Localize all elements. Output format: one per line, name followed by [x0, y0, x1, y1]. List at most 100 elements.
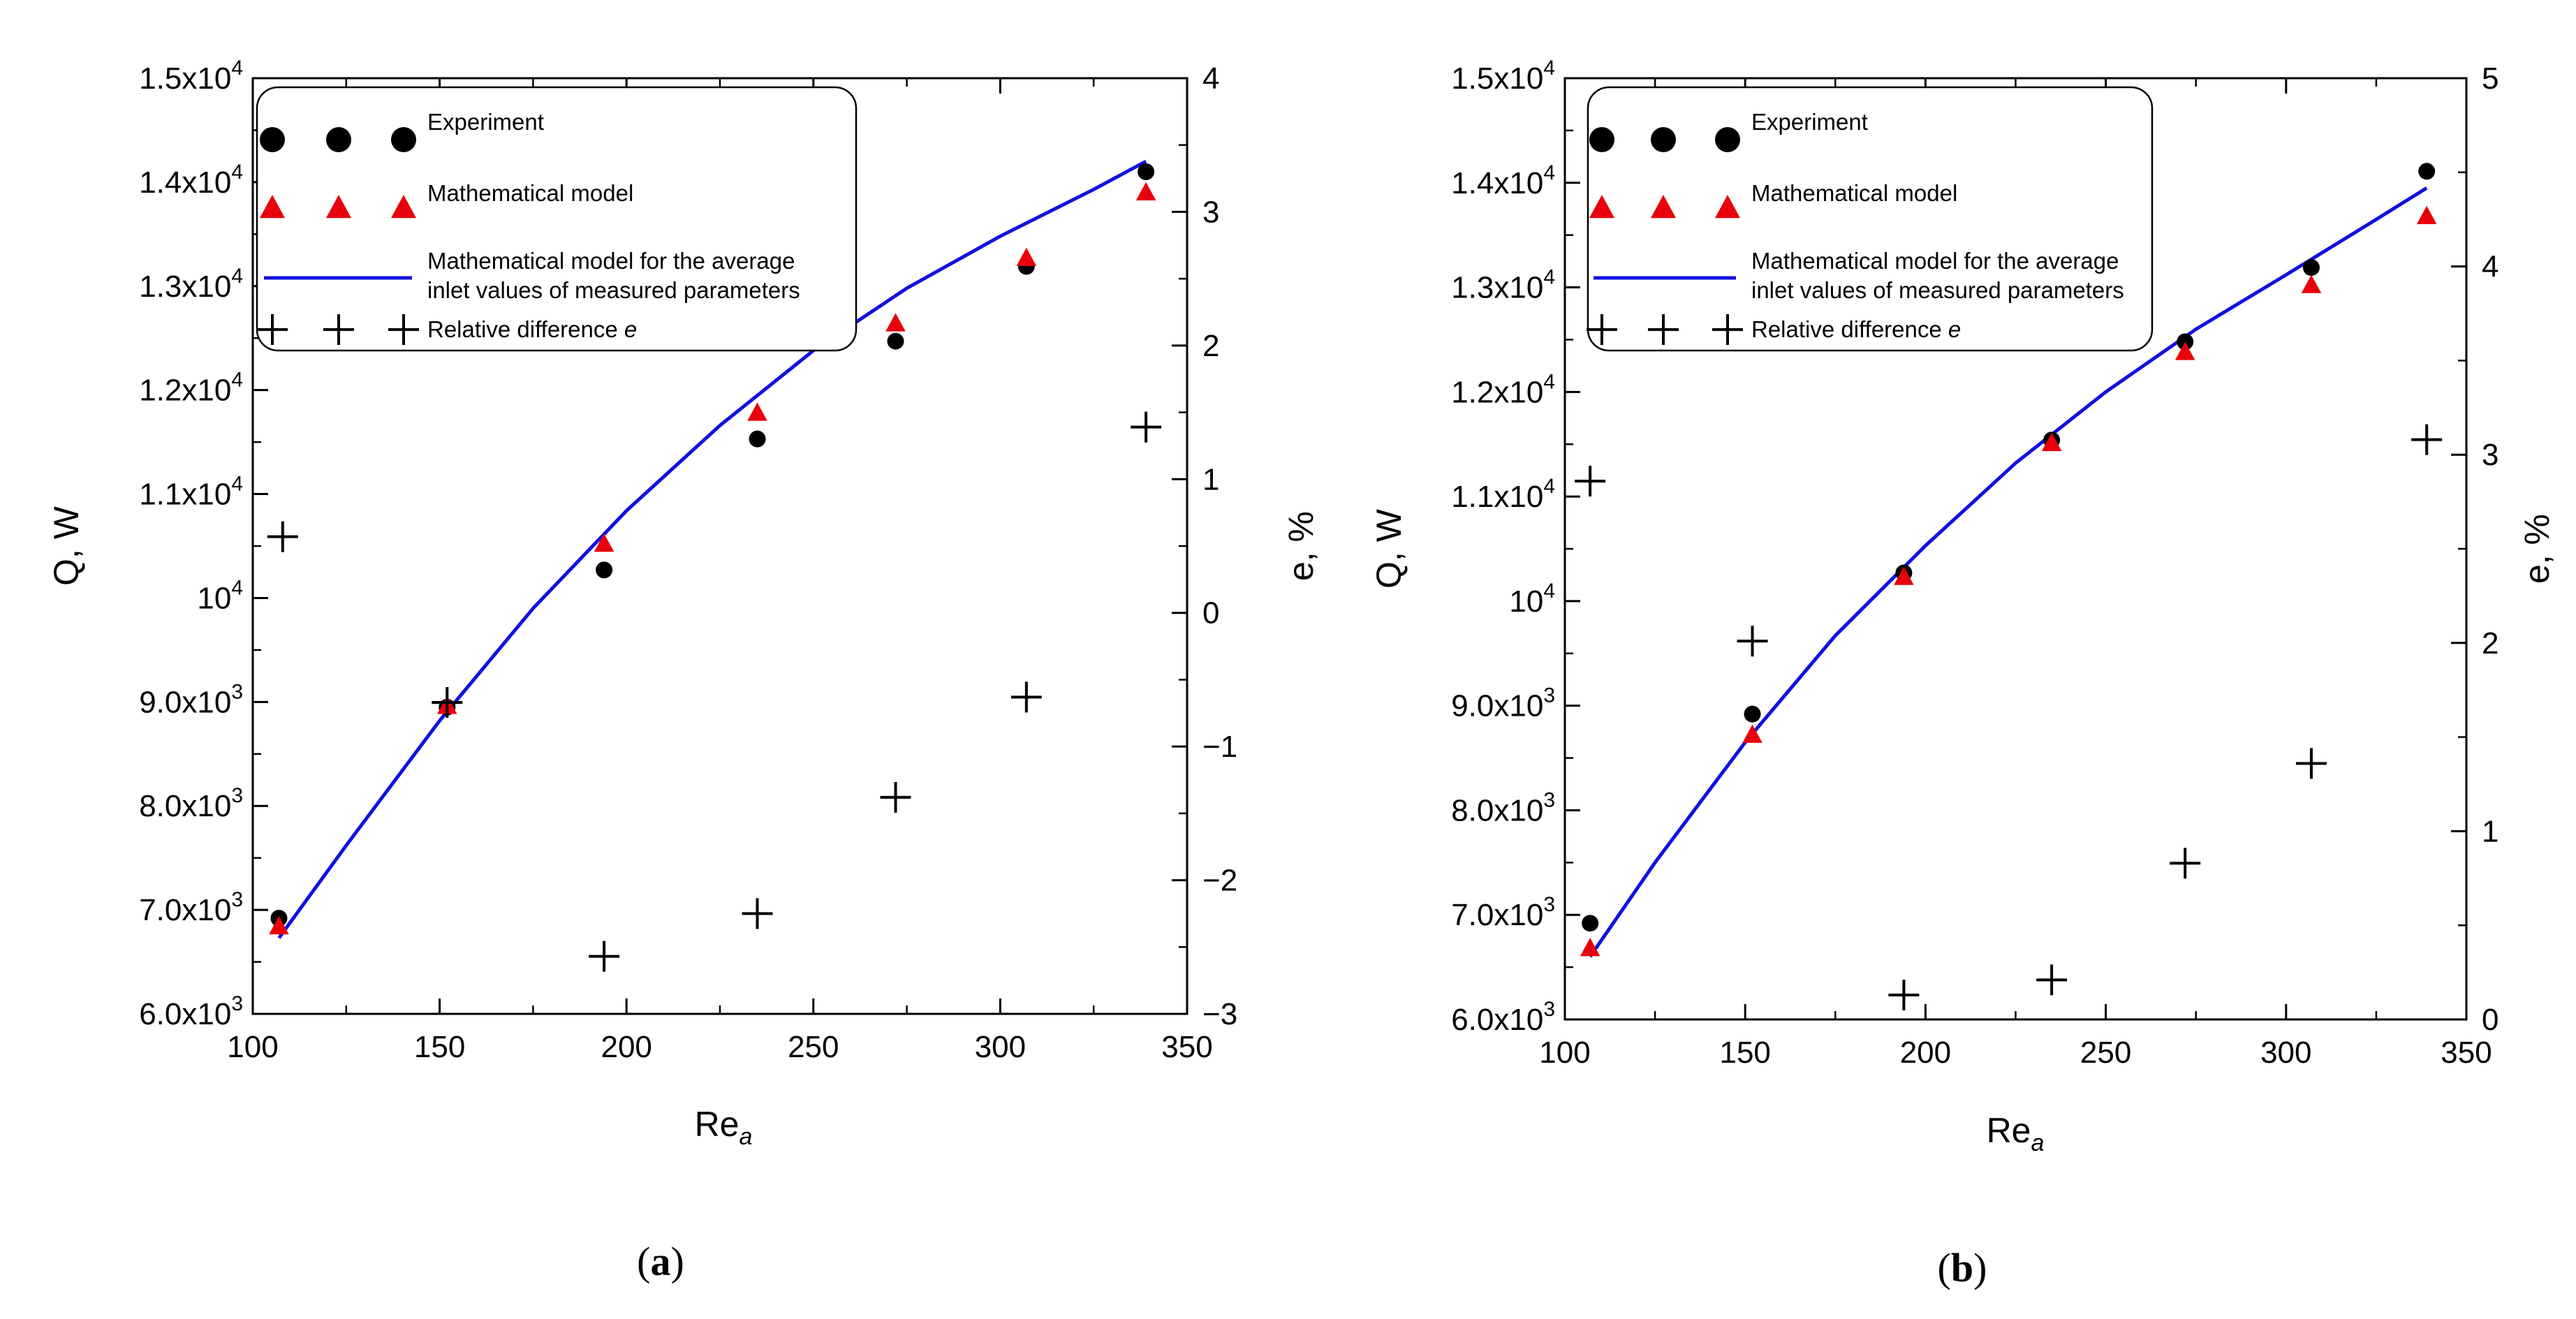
- y2-tick-label: 0: [2482, 1003, 2498, 1037]
- y-tick-label: 1.2x104: [1451, 370, 1555, 409]
- y2-tick-label: 3: [1202, 195, 1219, 229]
- legend-symbol-relative-difference: [1648, 314, 1679, 345]
- legend-symbol-experiment: [1589, 127, 1614, 152]
- relative-difference-point: [432, 686, 463, 718]
- y-tick-label: 1.3x104: [1451, 266, 1555, 305]
- legend-symbol-model: [390, 195, 417, 219]
- legend-label-experiment: Experiment: [1751, 109, 1868, 135]
- relative-difference-point: [2295, 748, 2327, 779]
- y-tick-label: 6.0x103: [139, 992, 243, 1031]
- legend-symbol-experiment: [260, 127, 285, 152]
- legend-label-model: Mathematical model: [1751, 180, 1957, 206]
- x-tick-label: 100: [227, 1030, 278, 1064]
- legend-symbol-experiment: [391, 127, 416, 152]
- x-tick-label: 150: [1719, 1036, 1770, 1070]
- relative-difference-point: [589, 941, 620, 972]
- model-point: [1894, 566, 1914, 585]
- relative-difference-point: [880, 781, 911, 813]
- x-tick-label: 150: [414, 1030, 465, 1064]
- x-tick-label: 300: [2260, 1036, 2311, 1070]
- y2-tick-label: 1: [2482, 814, 2498, 848]
- x-tick-label: 300: [975, 1030, 1026, 1064]
- y2-tick-label: 4: [2482, 250, 2498, 284]
- legend-symbol-experiment: [1651, 127, 1676, 152]
- legend-label-relative-difference: Relative difference e: [427, 316, 637, 342]
- y-tick-label: 1.5x104: [139, 57, 243, 96]
- y-tick-label: 7.0x103: [139, 888, 243, 927]
- y2-tick-label: −3: [1202, 997, 1237, 1031]
- legend-diff-prefix: Relative difference: [427, 316, 624, 342]
- relative-difference-point: [1737, 626, 1768, 657]
- y-tick-label: 1.3x104: [139, 265, 243, 304]
- model-point: [2416, 205, 2437, 224]
- model-point: [1742, 724, 1762, 743]
- legend-label-average-line2: inlet values of measured parameters: [427, 277, 800, 303]
- model-point: [2301, 274, 2322, 293]
- x-tick-label: 350: [2441, 1036, 2492, 1070]
- model-point: [885, 313, 906, 332]
- y-tick-label: 104: [1509, 580, 1555, 619]
- model-point: [1016, 247, 1037, 266]
- y-tick-label: 8.0x103: [1451, 788, 1555, 827]
- y2-tick-label: 5: [2482, 61, 2498, 96]
- y-tick-label: 1.4x104: [139, 161, 243, 200]
- y-tick-label: 9.0x103: [139, 680, 243, 719]
- relative-difference-point: [1575, 465, 1606, 496]
- legend-symbol-experiment: [1715, 127, 1740, 152]
- relative-difference-point: [2170, 848, 2201, 879]
- y2-tick-label: 3: [2482, 438, 2498, 472]
- y-tick-label: 9.0x103: [1451, 684, 1555, 723]
- legend-label-relative-difference: Relative difference e: [1751, 316, 1961, 342]
- y-axis-label-left: Q, W: [1369, 508, 1408, 589]
- relative-difference-point: [742, 898, 773, 929]
- relative-difference-point: [1888, 979, 1920, 1010]
- model-point: [747, 402, 767, 421]
- model-point: [594, 533, 614, 552]
- experiment-point: [596, 561, 613, 579]
- panel-caption: (b): [1938, 1245, 1987, 1290]
- chart-panel-a: 100 150 200 250 300 350 6.0x103 7.0x103 8.0x103 9…: [47, 57, 1320, 1284]
- legend-box: [1587, 86, 2154, 352]
- y-tick-label: 6.0x103: [1451, 998, 1555, 1037]
- average-model-line: [1589, 186, 2428, 958]
- relative-difference-point: [2411, 424, 2443, 455]
- legend-label-average-line1: Mathematical model for the average: [427, 248, 795, 274]
- y-tick-label: 8.0x103: [139, 784, 243, 823]
- legend-symbol-relative-difference: [388, 314, 419, 345]
- experiment-point: [2418, 163, 2436, 180]
- y-tick-label: 1.5x104: [1451, 57, 1555, 96]
- legend-label-experiment: Experiment: [427, 109, 544, 135]
- relative-difference-point: [2036, 964, 2068, 996]
- x-tick-label: 200: [1900, 1036, 1951, 1070]
- model-point: [2174, 341, 2195, 360]
- y-tick-label: 1.1x104: [1451, 475, 1555, 514]
- x-tick-label: 250: [788, 1030, 839, 1064]
- legend-diff-symbol: e: [624, 316, 637, 342]
- legend-symbol-relative-difference: [1712, 314, 1743, 345]
- y-axis-label-right: e, %: [1281, 511, 1320, 581]
- x-tick-label: 200: [601, 1030, 652, 1064]
- y-axis-label-right: e, %: [2517, 514, 2556, 584]
- x-tick-label: 350: [1161, 1030, 1212, 1064]
- legend-symbol-model: [1714, 195, 1741, 219]
- y-tick-label: 1.4x104: [1451, 161, 1555, 200]
- legend-label-average-line1: Mathematical model for the average: [1751, 248, 2119, 274]
- legend-label-average-line2: inlet values of measured parameters: [1751, 277, 2124, 303]
- y-tick-label: 1.2x104: [139, 369, 243, 408]
- model-point: [1580, 938, 1600, 957]
- model-point: [1135, 182, 1156, 201]
- experiment-point: [2302, 259, 2320, 277]
- y2-tick-label: 2: [2482, 626, 2498, 661]
- relative-difference-point: [1131, 411, 1162, 443]
- y-tick-label: 1.1x104: [139, 473, 243, 512]
- panel-caption: (a): [637, 1239, 684, 1284]
- legend-symbol-relative-difference: [257, 314, 288, 345]
- legend-symbol-model: [259, 195, 286, 219]
- y2-tick-label: 4: [1202, 61, 1219, 96]
- legend-symbol-experiment: [326, 127, 351, 152]
- legend-diff-symbol: e: [1948, 316, 1961, 342]
- average-model-line: [277, 159, 1147, 939]
- x-axis-label: Rea: [695, 1105, 753, 1150]
- legend-label-model: Mathematical model: [427, 180, 633, 206]
